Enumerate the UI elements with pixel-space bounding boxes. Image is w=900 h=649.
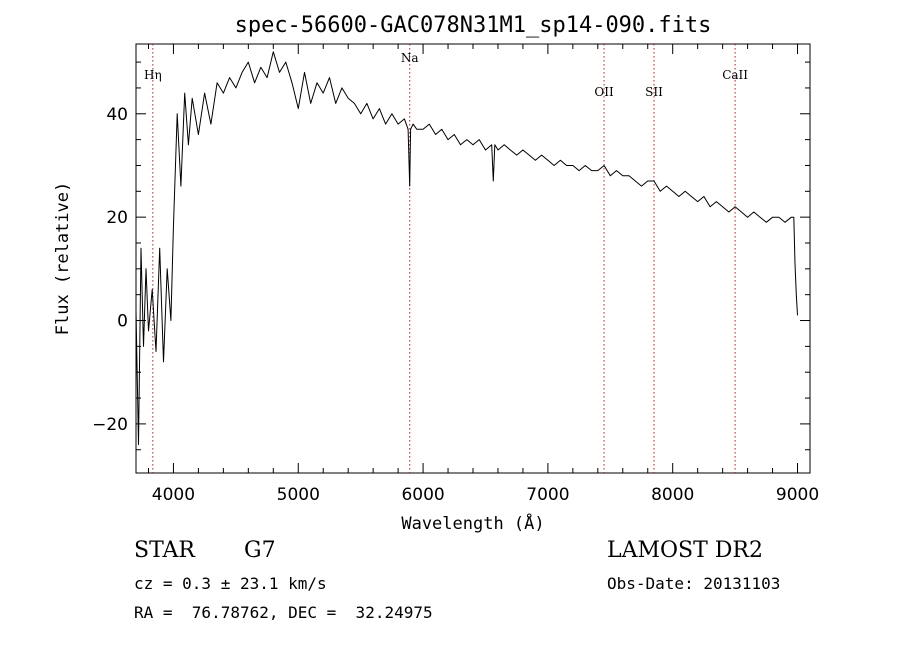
sky-coordinates: RA = 76.78762, DEC = 32.24975 [134, 603, 433, 622]
x-tick-label: 9000 [776, 485, 819, 505]
survey-name: LAMOST DR2 [607, 538, 763, 563]
object-type: STAR [134, 538, 195, 563]
observation-date: Obs-Date: 20131103 [607, 574, 781, 593]
chart-title: spec-56600-GAC078N31M1_sp14-090.fits [235, 13, 712, 38]
spectrum-line [136, 51, 798, 446]
line-label-2: OII [594, 85, 614, 99]
x-tick-label: 5000 [277, 485, 320, 505]
x-tick-label: 6000 [401, 485, 444, 505]
y-tick-label: −20 [92, 415, 128, 435]
x-tick-label: 7000 [526, 485, 569, 505]
y-axis-label: Flux (relative) [53, 182, 73, 336]
x-axis-label: Wavelength (Å) [401, 512, 544, 534]
y-tick-label: 0 [117, 312, 128, 332]
line-label-1: Na [401, 51, 419, 65]
plot-frame [135, 43, 811, 474]
x-tick-label: 8000 [651, 485, 694, 505]
line-label-0: Hη [144, 68, 162, 82]
y-tick-label: 40 [106, 105, 128, 125]
redshift-value: cz = 0.3 ± 23.1 km/s [134, 574, 327, 593]
line-label-4: CaII [722, 68, 748, 82]
object-subclass: G7 [244, 538, 276, 563]
x-tick-label: 4000 [152, 485, 195, 505]
y-tick-label: 20 [106, 208, 128, 228]
line-label-3: SII [645, 85, 663, 99]
